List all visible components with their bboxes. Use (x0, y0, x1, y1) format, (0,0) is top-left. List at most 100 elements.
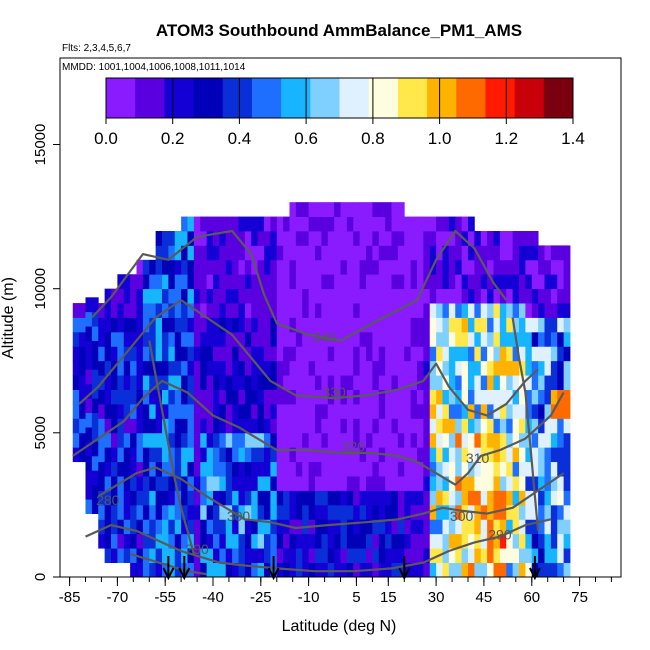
heatmap-cell (130, 375, 137, 390)
heatmap-cell (461, 461, 469, 477)
heatmap-cell (512, 533, 520, 549)
heatmap-cell (123, 346, 131, 362)
heatmap-cell (531, 259, 539, 275)
heatmap-cell (308, 504, 316, 520)
heatmap-cell (270, 274, 278, 290)
heatmap-cell (200, 533, 208, 549)
heatmap-cell (525, 389, 533, 405)
heatmap-cell (308, 360, 316, 376)
heatmap-cell (538, 288, 545, 304)
heatmap-cell (391, 404, 399, 419)
heatmap-cell (442, 288, 450, 304)
heatmap-cell (289, 432, 297, 448)
colorbar-segment (368, 78, 399, 118)
heatmap-cell (544, 288, 552, 304)
heatmap-cell (104, 432, 112, 448)
heatmap-cell (550, 389, 558, 405)
heatmap-cell (493, 404, 501, 419)
heatmap-cell (244, 562, 252, 577)
colorbar-segment (251, 78, 282, 118)
heatmap-cell (499, 303, 507, 318)
heatmap-cell (385, 389, 392, 405)
heatmap-cell (550, 360, 558, 376)
heatmap-cell (200, 404, 208, 419)
heatmap-cell (321, 533, 329, 549)
heatmap-cell (544, 548, 552, 563)
heatmap-cell (499, 331, 507, 347)
flight-arrow (529, 556, 541, 581)
heatmap-cell (436, 259, 443, 275)
heatmap-cell (512, 418, 520, 434)
heatmap-cell (251, 476, 259, 491)
heatmap-cell (493, 360, 501, 376)
heatmap-cell (276, 360, 284, 376)
heatmap-cell (168, 404, 176, 419)
heatmap-cell (276, 504, 284, 520)
heatmap-cell (531, 288, 539, 304)
heatmap-cell (557, 490, 565, 506)
heatmap-cell (251, 331, 259, 347)
heatmap-cell (251, 216, 259, 232)
heatmap-cell (353, 562, 361, 577)
heatmap-cell (366, 259, 373, 275)
heatmap-cell (423, 519, 431, 535)
heatmap-cell (448, 461, 456, 477)
heatmap-cell (474, 303, 482, 318)
heatmap-cell (391, 202, 399, 217)
heatmap-cell (359, 360, 367, 376)
heatmap-cell (480, 418, 488, 434)
heatmap-cell (149, 331, 157, 347)
heatmap-cell (302, 245, 310, 261)
heatmap-cell (155, 274, 163, 290)
heatmap-cell (544, 303, 552, 318)
heatmap-cell (181, 331, 188, 347)
x-tick-label: -40 (202, 589, 224, 606)
heatmap-cell (493, 259, 501, 275)
heatmap-cell (168, 231, 176, 246)
heatmap-cell (174, 548, 182, 563)
heatmap-cell (346, 461, 354, 477)
heatmap-cell (308, 303, 316, 318)
heatmap-cell (251, 548, 259, 563)
heatmap-cell (455, 519, 463, 535)
heatmap-cell (276, 274, 284, 290)
heatmap-cell (327, 519, 335, 535)
heatmap-cell (200, 461, 208, 477)
heatmap-cell (174, 562, 182, 577)
heatmap-cell (474, 259, 482, 275)
heatmap-cell (244, 288, 252, 304)
heatmap-cell (187, 490, 195, 506)
heatmap-cell (219, 533, 227, 549)
heatmap-cell (123, 476, 131, 491)
heatmap-cell (283, 418, 290, 434)
heatmap-cell (378, 346, 386, 362)
heatmap-cell (563, 476, 571, 491)
heatmap-cell (557, 346, 565, 362)
heatmap-cell (442, 418, 450, 434)
heatmap-cell (123, 404, 131, 419)
heatmap-cell (429, 432, 437, 448)
heatmap-cell (174, 303, 182, 318)
heatmap-cell (257, 418, 265, 434)
heatmap-cell (193, 519, 201, 535)
heatmap-cell (283, 548, 290, 563)
heatmap-cell (232, 404, 239, 419)
heatmap-cell (340, 504, 348, 520)
heatmap-cell (302, 288, 310, 304)
heatmap-cell (123, 303, 131, 318)
heatmap-cell (72, 389, 80, 405)
heatmap-cell (499, 562, 507, 577)
heatmap-cell (499, 389, 507, 405)
heatmap-cell (136, 562, 144, 577)
heatmap-cell (544, 533, 552, 549)
heatmap-cell (213, 288, 220, 304)
heatmap-cell (550, 375, 558, 390)
heatmap-cell (397, 331, 405, 347)
heatmap-cell (366, 202, 373, 217)
heatmap-cell (295, 303, 303, 318)
heatmap-cell (168, 303, 176, 318)
heatmap-cell (142, 404, 150, 419)
heatmap-cell (429, 331, 437, 347)
heatmap-cell (238, 504, 246, 520)
heatmap-cell (206, 317, 214, 333)
